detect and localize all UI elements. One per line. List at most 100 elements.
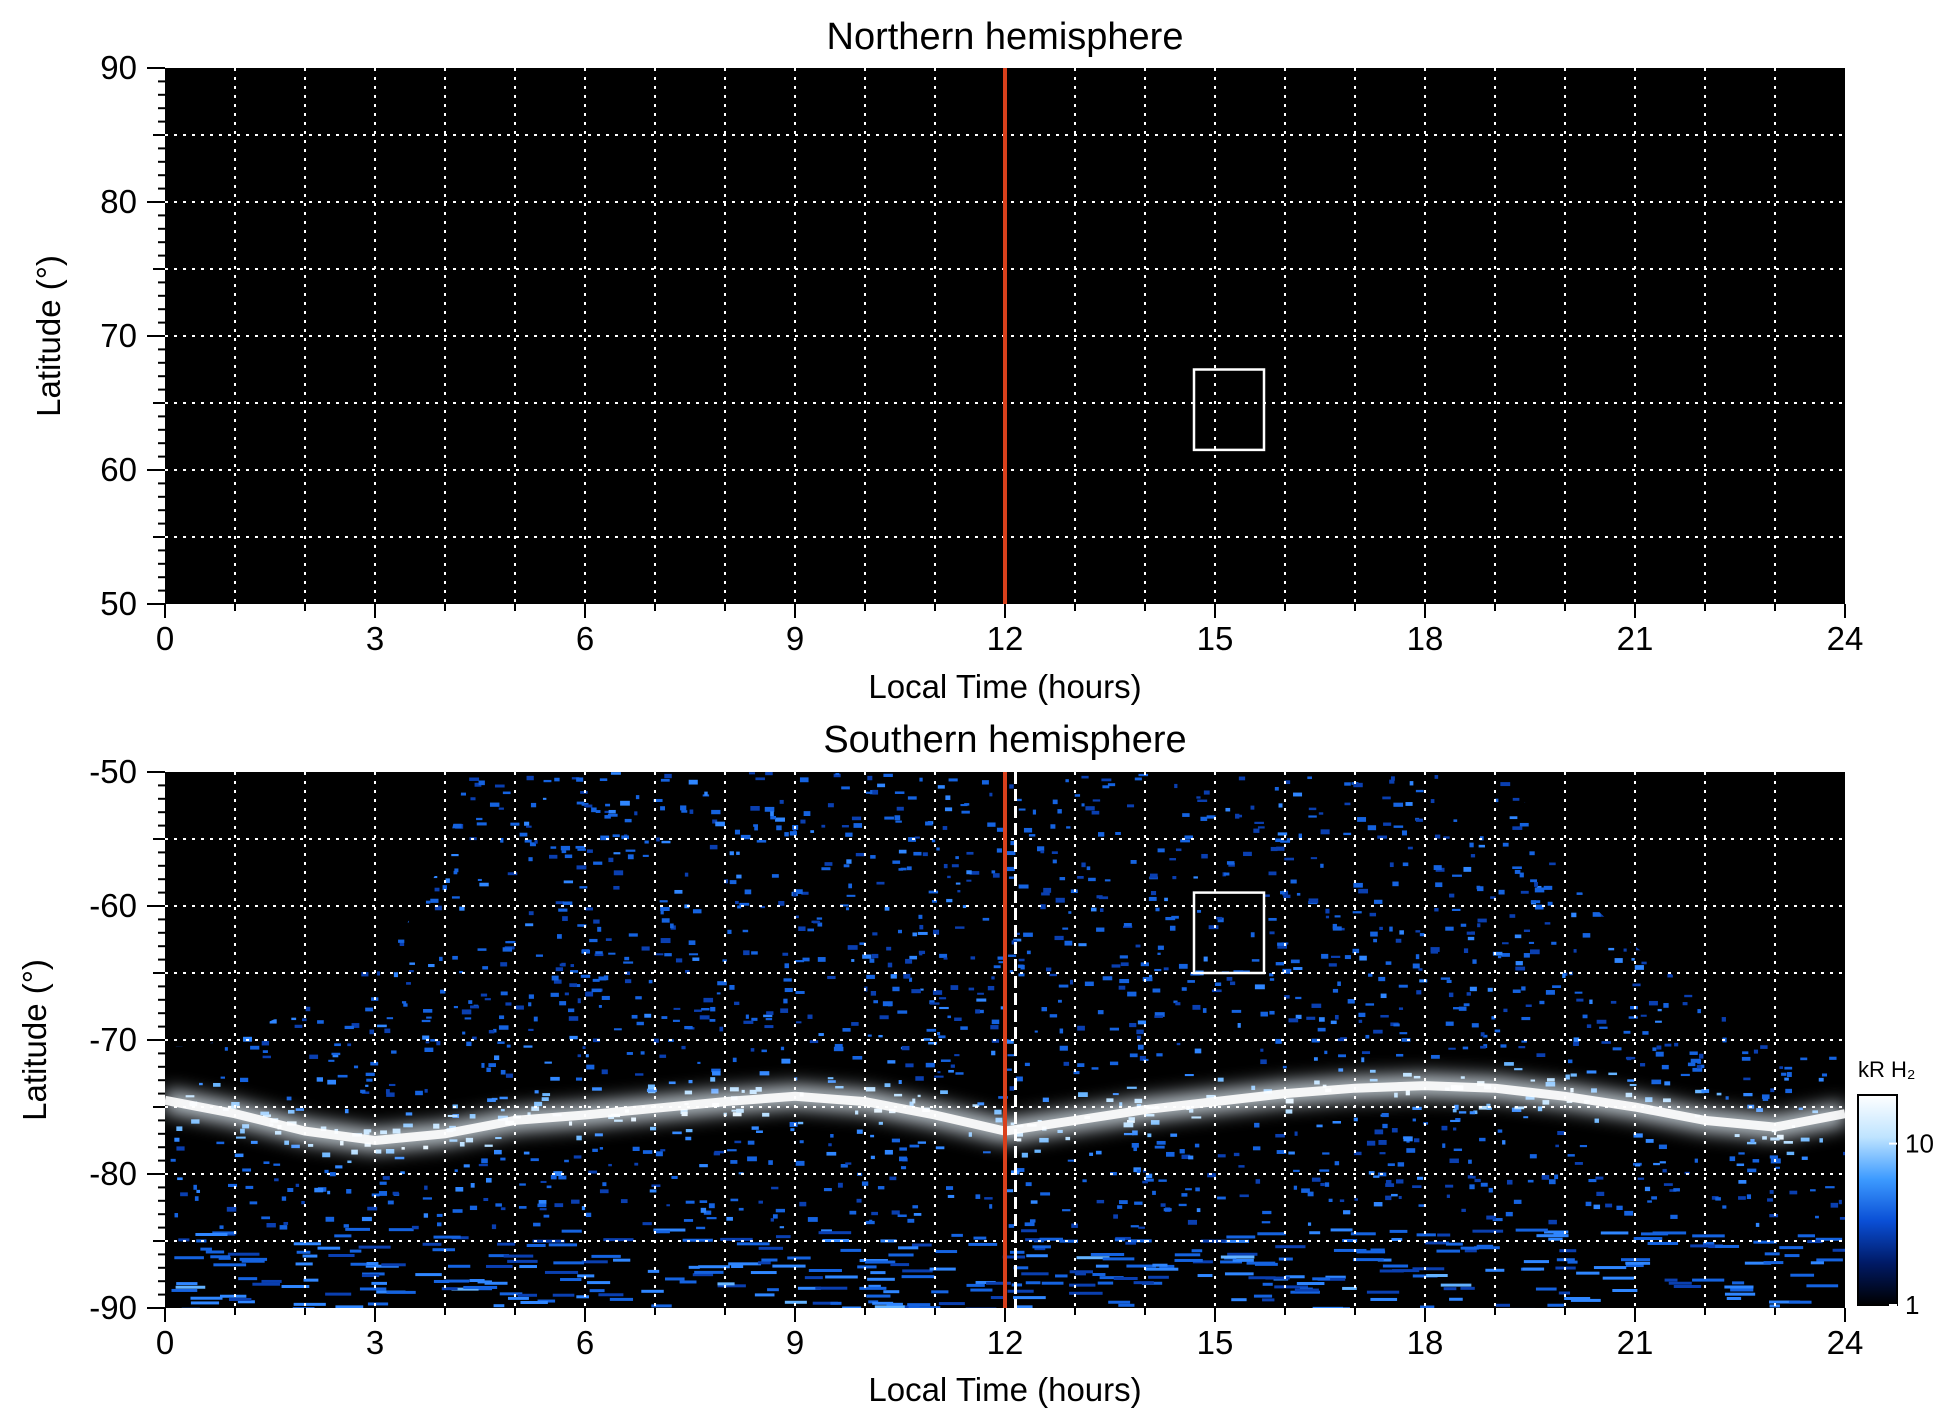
emission-pixel [476,822,487,826]
emission-pixel [1092,1273,1106,1277]
emission-pixel [689,809,694,814]
emission-pixel [533,1016,538,1022]
emission-pixel [347,1043,352,1047]
emission-pixel [1390,776,1395,781]
emission-pixel [1764,1252,1780,1256]
emission-pixel [546,1185,552,1189]
emission-pixel [661,840,671,844]
emission-pixel [1220,1260,1243,1264]
emission-pixel [1278,803,1283,808]
emission-pixel [540,1180,547,1183]
emission-pixel [1059,877,1066,881]
emission-pixel [423,1009,433,1013]
emission-pixel [1085,806,1095,811]
emission-pixel [867,1034,872,1037]
emission-pixel [1452,1108,1457,1113]
emission-pixel [481,1062,485,1068]
emission-pixel [1724,1285,1754,1289]
emission-pixel [1179,1149,1185,1154]
emission-pixel [1416,990,1422,995]
emission-pixel [1095,1264,1109,1268]
emission-pixel [1285,1275,1305,1279]
emission-pixel [920,988,924,991]
south-region-box [1192,891,1266,975]
emission-pixel [866,974,875,979]
emission-pixel [1382,1123,1388,1129]
emission-pixel [982,1151,991,1154]
emission-pixel [808,1268,842,1272]
emission-pixel [581,802,589,806]
emission-pixel [1573,1037,1580,1043]
emission-pixel [524,821,530,826]
emission-pixel [627,854,634,860]
emission-pixel [798,926,806,931]
emission-pixel [1663,1003,1669,1008]
emission-pixel [1252,1146,1261,1151]
emission-pixel [966,870,972,875]
emission-pixel [751,1017,758,1021]
emission-pixel [587,849,593,853]
emission-pixel [736,851,740,855]
emission-pixel [940,1090,948,1095]
emission-pixel [799,777,809,783]
emission-pixel [1632,983,1641,987]
emission-pixel [562,901,573,905]
emission-pixel [1534,881,1538,887]
emission-pixel [1752,1159,1760,1163]
emission-pixel [1123,1132,1134,1136]
emission-pixel [947,875,951,879]
emission-pixel [553,1171,563,1177]
emission-pixel [1786,1072,1792,1077]
emission-pixel [818,1033,824,1037]
emission-pixel [1202,1008,1207,1013]
emission-pixel [867,775,873,781]
emission-pixel [1500,1044,1507,1048]
emission-pixel [1460,923,1467,927]
emission-pixel [301,1200,305,1205]
emission-pixel [343,1224,349,1228]
emission-pixel [732,1112,742,1117]
emission-pixel [735,900,739,905]
emission-pixel [1009,784,1014,789]
emission-pixel [1472,1175,1476,1179]
emission-pixel [584,907,594,911]
emission-pixel [883,1290,900,1294]
emission-pixel [1227,1307,1241,1308]
emission-pixel [1320,863,1324,868]
emission-pixel [847,945,858,950]
emission-pixel [460,792,467,796]
emission-pixel [1018,884,1029,889]
emission-pixel [1800,1137,1810,1142]
colorbar: kR H₂ 110 [1857,1057,1934,1320]
emission-pixel [775,1208,785,1213]
emission-pixel [1320,829,1330,835]
emission-pixel [634,811,638,816]
emission-pixel [950,985,959,990]
emission-pixel [743,1020,754,1024]
emission-pixel [1783,1141,1793,1144]
emission-pixel [1601,1041,1611,1044]
emission-pixel [754,825,758,831]
emission-pixel [1486,1107,1492,1110]
emission-pixel [1634,965,1644,970]
emission-pixel [1174,783,1178,789]
emission-pixel [931,1290,949,1294]
x-tick-label: 9 [786,620,804,657]
emission-pixel [603,1238,634,1242]
emission-pixel [361,1091,370,1094]
emission-pixel [1178,1203,1187,1207]
emission-pixel [1084,981,1094,987]
emission-pixel [1530,1079,1536,1082]
emission-pixel [1268,871,1277,876]
emission-pixel [1571,912,1577,918]
emission-pixel [584,804,593,808]
emission-pixel [1788,1300,1812,1304]
emission-pixel [1280,890,1285,895]
emission-pixel [478,1163,488,1167]
emission-pixel [1295,996,1302,1000]
emission-pixel [719,1026,724,1032]
emission-pixel [367,1206,378,1211]
emission-pixel [1006,1068,1012,1071]
emission-pixel [1514,1106,1525,1110]
emission-pixel [865,1220,875,1225]
